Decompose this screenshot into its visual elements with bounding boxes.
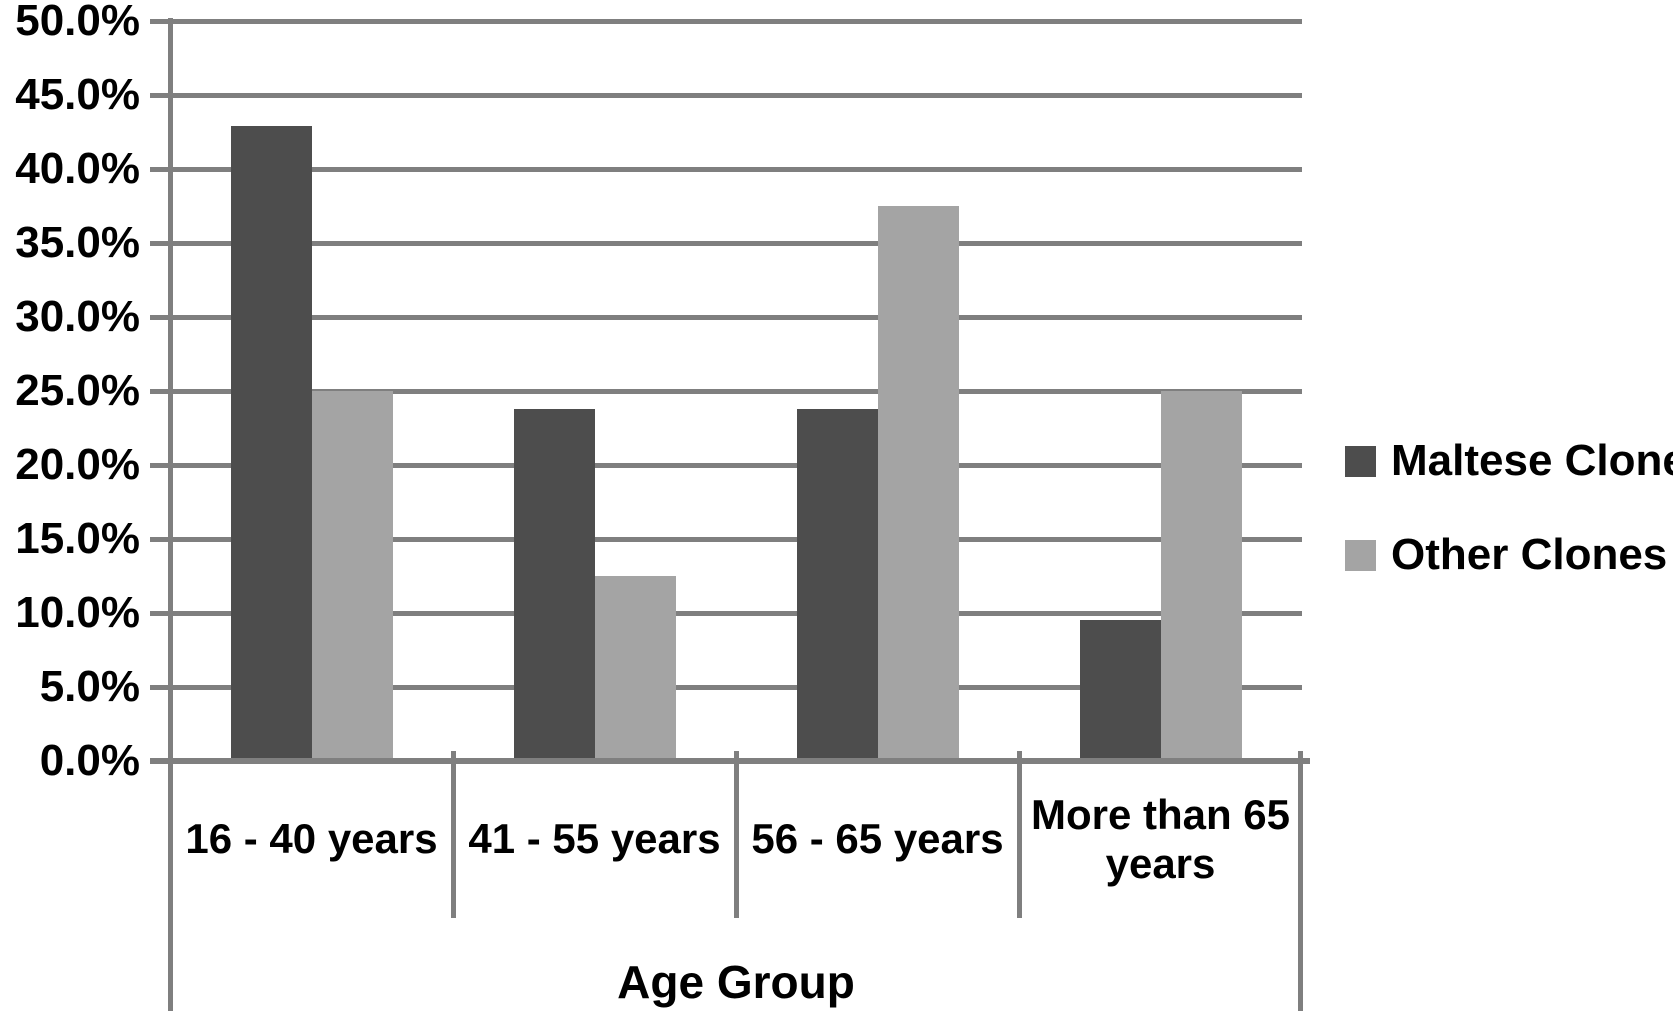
gridline-30.0% bbox=[170, 315, 1302, 320]
y-tick-50.0% bbox=[150, 19, 176, 24]
y-axis-label: 0.0% bbox=[39, 736, 140, 785]
y-tick-25.0% bbox=[150, 389, 176, 394]
gridline-15.0% bbox=[170, 537, 1302, 542]
bar-other-clones-2 bbox=[595, 576, 676, 761]
gridline-10.0% bbox=[170, 611, 1302, 616]
gridline-25.0% bbox=[170, 389, 1302, 394]
gridline-35.0% bbox=[170, 241, 1302, 246]
y-axis-label: 5.0% bbox=[39, 662, 140, 711]
x-category-label: 56 - 65 years bbox=[751, 815, 1004, 863]
y-axis-label: 50.0% bbox=[15, 0, 140, 45]
legend-label: Other Clones bbox=[1391, 530, 1668, 579]
gridline-40.0% bbox=[170, 167, 1302, 172]
bar-other-clones-4 bbox=[1161, 391, 1242, 761]
y-tick-15.0% bbox=[150, 537, 176, 542]
y-axis-label: 15.0% bbox=[15, 514, 140, 563]
y-tick-35.0% bbox=[150, 241, 176, 246]
y-axis-label: 30.0% bbox=[15, 292, 140, 341]
bar-other-clones-1 bbox=[312, 391, 393, 761]
plot-right-border bbox=[1298, 751, 1303, 1011]
y-axis-label: 35.0% bbox=[15, 218, 140, 267]
category-divider-3 bbox=[1017, 751, 1022, 918]
y-tick-45.0% bbox=[150, 93, 176, 98]
gridline-50.0% bbox=[170, 19, 1302, 24]
x-axis-title: Age Group bbox=[617, 956, 855, 1008]
bar-maltese-clone-2 bbox=[514, 409, 595, 761]
y-axis-label: 40.0% bbox=[15, 144, 140, 193]
category-divider-1 bbox=[451, 751, 456, 918]
gridline-5.0% bbox=[170, 685, 1302, 690]
gridline-45.0% bbox=[170, 93, 1302, 98]
gridline-20.0% bbox=[170, 463, 1302, 468]
y-tick-30.0% bbox=[150, 315, 176, 320]
bar-maltese-clone-3 bbox=[797, 409, 878, 761]
y-tick-40.0% bbox=[150, 167, 176, 172]
legend-swatch-icon bbox=[1345, 539, 1376, 571]
category-divider-2 bbox=[734, 751, 739, 918]
bar-maltese-clone-4 bbox=[1080, 620, 1161, 761]
x-category-label: 41 - 55 years bbox=[468, 815, 721, 863]
legend-swatch-icon bbox=[1345, 445, 1376, 477]
x-category-label: 16 - 40 years bbox=[185, 815, 438, 863]
y-axis-label: 10.0% bbox=[15, 588, 140, 637]
bar-other-clones-3 bbox=[878, 206, 959, 761]
bar-maltese-clone-1 bbox=[231, 126, 312, 761]
legend-item-other-clones: Other Clones bbox=[1345, 530, 1667, 580]
y-axis-label: 45.0% bbox=[15, 70, 140, 119]
y-axis-label: 25.0% bbox=[15, 366, 140, 415]
y-axis-label: 20.0% bbox=[15, 440, 140, 489]
y-tick-10.0% bbox=[150, 611, 176, 616]
y-tick-5.0% bbox=[150, 685, 176, 690]
y-tick-20.0% bbox=[150, 463, 176, 468]
legend-item-maltese-clone: Maltese Clone bbox=[1345, 436, 1673, 486]
legend-label: Maltese Clone bbox=[1391, 436, 1673, 485]
x-axis-line bbox=[150, 758, 1310, 764]
x-category-label: More than 65 years bbox=[1030, 791, 1291, 887]
y-axis-line bbox=[168, 18, 173, 1011]
